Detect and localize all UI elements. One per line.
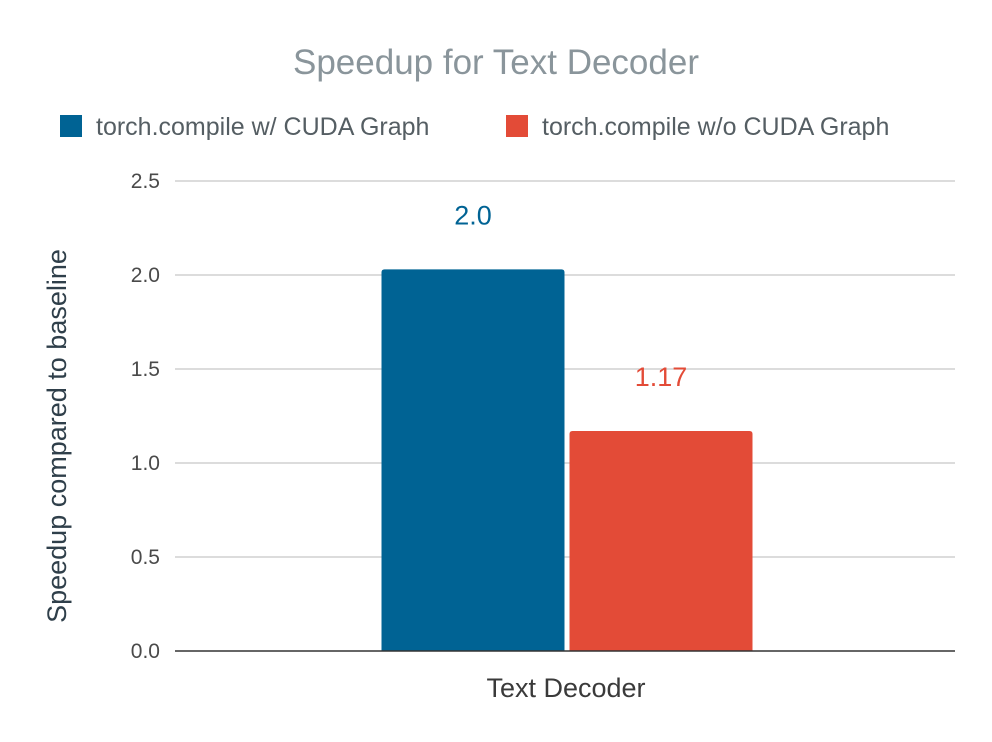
legend: torch.compile w/ CUDA Graph torch.compil… xyxy=(60,113,889,141)
legend-swatch-with-cuda-graph xyxy=(60,115,82,137)
gridlines xyxy=(175,180,955,558)
legend-label-with-cuda-graph: torch.compile w/ CUDA Graph xyxy=(96,113,429,141)
y-axis-title: Speedup compared to baseline xyxy=(42,249,72,623)
y-tick-label: 0.0 xyxy=(131,640,160,663)
chart-title: Speedup for Text Decoder xyxy=(293,43,699,82)
data-label-with-cuda-graph: 2.0 xyxy=(454,200,492,230)
y-tick-label: 2.0 xyxy=(131,264,160,287)
bar-with-cuda-graph xyxy=(381,269,565,651)
data-label-without-cuda-graph: 1.17 xyxy=(635,362,688,392)
y-tick-label: 0.5 xyxy=(131,546,160,569)
x-category-label: Text Decoder xyxy=(486,673,645,703)
data-labels: 2.0 1.17 xyxy=(454,200,687,392)
y-tick-label: 2.5 xyxy=(131,170,160,193)
bar-without-cuda-graph xyxy=(569,431,753,651)
y-tick-label: 1.0 xyxy=(131,452,160,475)
legend-label-without-cuda-graph: torch.compile w/o CUDA Graph xyxy=(542,113,889,141)
bars xyxy=(381,269,753,651)
y-axis-ticks: 0.0 0.5 1.0 1.5 2.0 2.5 xyxy=(131,170,160,663)
legend-swatch-without-cuda-graph xyxy=(506,115,528,137)
y-tick-label: 1.5 xyxy=(131,358,160,381)
